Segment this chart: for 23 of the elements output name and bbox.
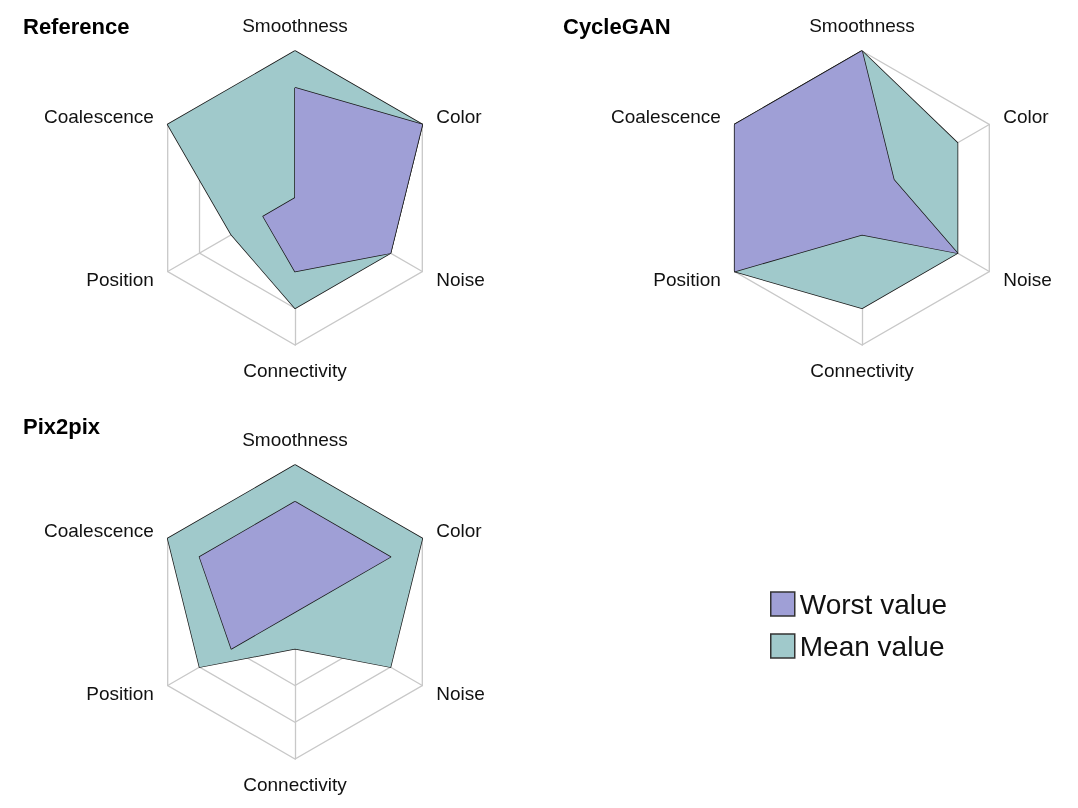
spoke-label: Noise [1003,269,1052,290]
spoke-label: Smoothness [242,429,348,450]
spoke-label: Noise [436,269,485,290]
spoke-label: Coalescence [610,106,721,127]
spoke-label: Color [436,520,483,541]
legend-label: Mean value [799,630,945,662]
chart-title: Reference [23,13,130,39]
spoke-label: Color [1003,106,1050,127]
spoke-label: Position [86,269,154,290]
chart-title: CycleGAN [563,13,671,39]
spoke-label: Smoothness [809,15,915,36]
spoke-label: Connectivity [243,360,348,381]
spoke-label: Position [653,269,721,290]
legend-label: Worst value [799,588,948,620]
spoke-label: Connectivity [243,774,348,795]
spoke-label: Color [436,106,483,127]
spoke-label: Smoothness [242,15,348,36]
spoke-label: Coalescence [43,106,154,127]
spoke-label: Coalescence [43,520,154,541]
spoke-label: Noise [436,683,485,704]
spoke-label: Connectivity [810,360,915,381]
chart-title: Pix2pix [23,413,101,439]
spoke-label: Position [86,683,154,704]
